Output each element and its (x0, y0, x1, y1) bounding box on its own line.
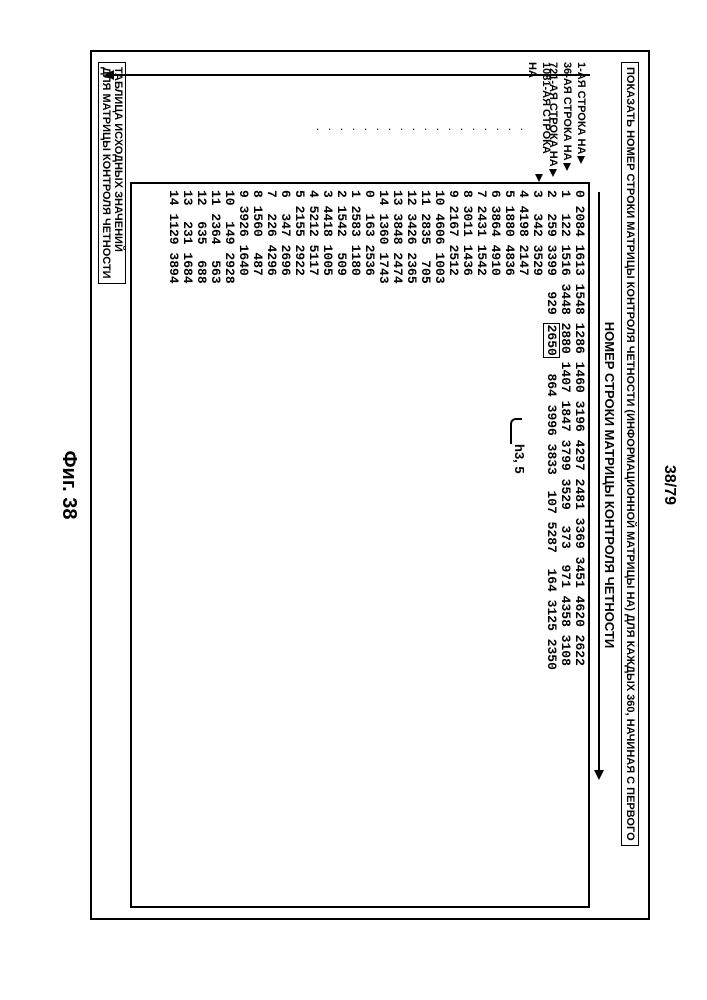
figure-panel: 38/79 Фиг. 38 ПОКАЗАТЬ НОМЕР СТРОКИ МАТР… (90, 50, 650, 920)
content-area: 1-АЯ СТРОКА HA 36-АЯ СТРОКА HA 721-АЯ СТ… (130, 62, 590, 908)
title-box: ПОКАЗАТЬ НОМЕР СТРОКИ МАТРИЦЫ КОНТРОЛЯ Ч… (621, 62, 639, 846)
row-label: 36-АЯ СТРОКА HA (560, 62, 574, 182)
vertical-arrow (106, 74, 590, 76)
page-number: 38/79 (660, 465, 678, 505)
data-table: 0 2084 1613 1548 1286 1460 3196 4297 248… (130, 182, 590, 908)
boxed-value: 2650 (543, 323, 560, 358)
vertical-dots: ·················· (310, 122, 526, 136)
arrow-icon (560, 163, 574, 171)
figure-caption: Фиг. 38 (57, 450, 80, 519)
subtitle: НОМЕР СТРОКИ МАТРИЦЫ КОНТРОЛЯ ЧЕТНОСТИ (602, 62, 617, 908)
row-label: 1-АЯ СТРОКА HA (574, 62, 588, 182)
row-labels-column: 1-АЯ СТРОКА HA 36-АЯ СТРОКА HA 721-АЯ СТ… (130, 62, 590, 182)
annotation-h35: h3, 5 (512, 444, 526, 474)
bottom-caption: ТАБЛИЦА ИСХОДНЫХ ЗНАЧЕНИЙ ДЛЯ МАТРИЦЫ КО… (98, 62, 126, 284)
arrow-icon (574, 156, 588, 164)
horizontal-arrow (598, 192, 600, 778)
row-label: 1081-АЯ СТРОКА HA (532, 62, 546, 182)
arrow-icon (532, 174, 546, 182)
